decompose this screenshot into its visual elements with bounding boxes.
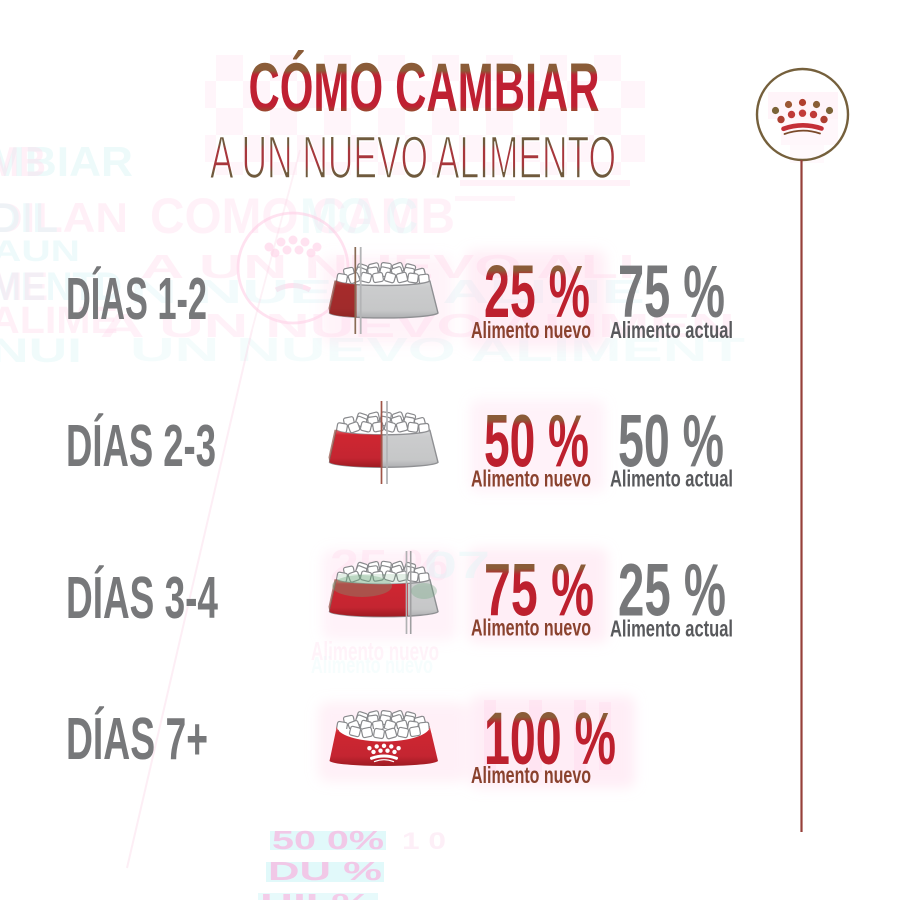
svg-text:DÍAS 2-3: DÍAS 2-3 — [66, 413, 216, 479]
svg-text:50 0%: 50 0% — [272, 825, 384, 855]
svg-text:Alimento nuevo: Alimento nuevo — [471, 466, 591, 492]
svg-text:50 %: 50 % — [618, 400, 724, 483]
svg-text:DU %: DU % — [268, 856, 382, 886]
svg-text:DÍAS 1-2: DÍAS 1-2 — [66, 266, 207, 332]
svg-text:75 %: 75 % — [618, 250, 725, 333]
svg-text:Alimento actual: Alimento actual — [610, 317, 733, 343]
svg-text:Alimento actual: Alimento actual — [610, 616, 733, 642]
svg-text:DÍAS 7+: DÍAS 7+ — [66, 706, 208, 772]
svg-text:ME: ME — [0, 265, 48, 309]
svg-text:MO C: MO C — [300, 188, 418, 244]
svg-text:Alimento nuevo: Alimento nuevo — [311, 636, 439, 666]
svg-text:COMO CAMB: COMO CAMB — [150, 188, 455, 244]
svg-text:100 %: 100 % — [484, 697, 616, 780]
svg-text:07: 07 — [424, 545, 490, 587]
svg-text:MBIAR: MBIAR — [0, 138, 133, 185]
svg-text:CÓMO CAMBIAR: CÓMO CAMBIAR — [249, 49, 600, 126]
svg-text:A UN NUEVO ALIMENTO: A UN NUEVO ALIMENTO — [210, 123, 616, 191]
svg-text:DILAN: DILAN — [0, 194, 128, 241]
svg-text:ALIME: ALIME — [0, 300, 118, 342]
svg-text:75 %: 75 % — [484, 549, 594, 632]
svg-text:Alimento nuevo: Alimento nuevo — [311, 652, 433, 678]
svg-text:50 %: 50 % — [484, 400, 589, 483]
svg-text:HII %: HII % — [260, 888, 372, 900]
svg-text:AUN: AUN — [0, 235, 80, 268]
svg-text:25 %: 25 % — [618, 549, 726, 632]
svg-text:Alimento actual: Alimento actual — [610, 466, 733, 492]
svg-text:1 0: 1 0 — [402, 828, 446, 855]
svg-text:MENTD: MENTD — [0, 265, 122, 309]
svg-text:DIL: DIL — [0, 194, 58, 241]
svg-text:Alimento nuevo: Alimento nuevo — [471, 762, 591, 788]
svg-text:Alimento nuevo: Alimento nuevo — [471, 615, 591, 641]
svg-text:DÍAS 3-4: DÍAS 3-4 — [66, 565, 218, 631]
svg-text:Alimento nuevo: Alimento nuevo — [471, 317, 591, 343]
svg-text:NUI: NUI — [0, 332, 82, 370]
svg-text:25 %: 25 % — [484, 250, 590, 333]
svg-text:MB: MB — [0, 138, 46, 185]
